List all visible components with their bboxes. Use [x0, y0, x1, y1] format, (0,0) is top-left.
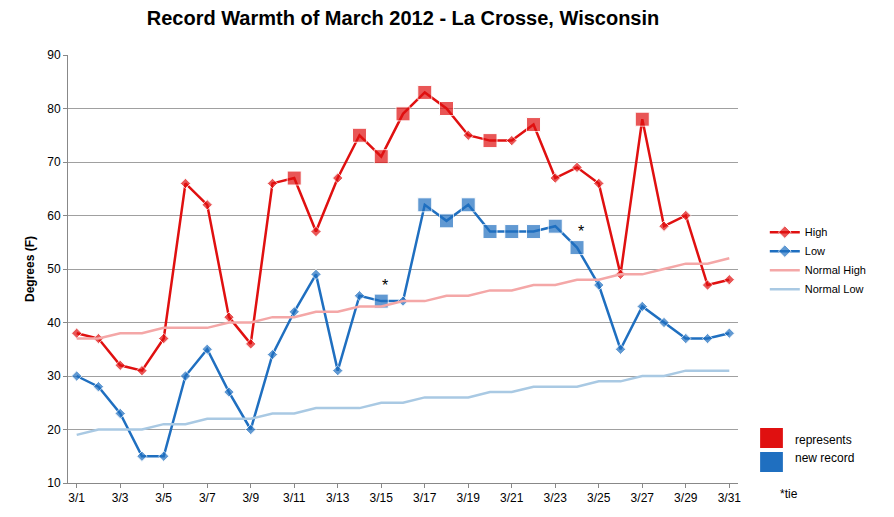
svg-text:3/7: 3/7	[199, 491, 216, 505]
svg-text:90: 90	[47, 48, 61, 62]
svg-text:20: 20	[47, 423, 61, 437]
svg-text:3/23: 3/23	[544, 491, 568, 505]
svg-text:3/29: 3/29	[674, 491, 698, 505]
svg-text:represents: represents	[795, 433, 852, 447]
svg-text:*tie: *tie	[780, 487, 798, 501]
svg-text:High: High	[805, 226, 828, 238]
svg-text:3/27: 3/27	[631, 491, 655, 505]
svg-text:70: 70	[47, 155, 61, 169]
svg-text:60: 60	[47, 209, 61, 223]
svg-text:40: 40	[47, 316, 61, 330]
svg-text:3/13: 3/13	[326, 491, 350, 505]
svg-text:3/3: 3/3	[112, 491, 129, 505]
svg-text:new record: new record	[795, 451, 854, 465]
svg-text:10: 10	[47, 476, 61, 490]
svg-text:3/15: 3/15	[370, 491, 394, 505]
svg-text:Normal Low: Normal Low	[805, 283, 864, 295]
svg-text:30: 30	[47, 369, 61, 383]
svg-text:Low: Low	[805, 245, 825, 257]
svg-text:3/25: 3/25	[587, 491, 611, 505]
svg-text:3/5: 3/5	[155, 491, 172, 505]
svg-text:*: *	[578, 223, 584, 240]
svg-text:Record Warmth of March 2012 -: Record Warmth of March 2012 - La Crosse,…	[147, 7, 660, 29]
svg-text:*: *	[382, 277, 388, 294]
svg-text:3/19: 3/19	[457, 491, 481, 505]
svg-text:Normal High: Normal High	[805, 264, 866, 276]
svg-text:Degrees (F): Degrees (F)	[23, 236, 37, 302]
svg-text:3/1: 3/1	[68, 491, 85, 505]
svg-text:3/11: 3/11	[283, 491, 306, 505]
svg-text:3/17: 3/17	[413, 491, 437, 505]
svg-text:3/31: 3/31	[718, 491, 742, 505]
svg-text:3/21: 3/21	[500, 491, 524, 505]
svg-text:80: 80	[47, 102, 61, 116]
svg-text:3/9: 3/9	[242, 491, 259, 505]
svg-text:50: 50	[47, 262, 61, 276]
